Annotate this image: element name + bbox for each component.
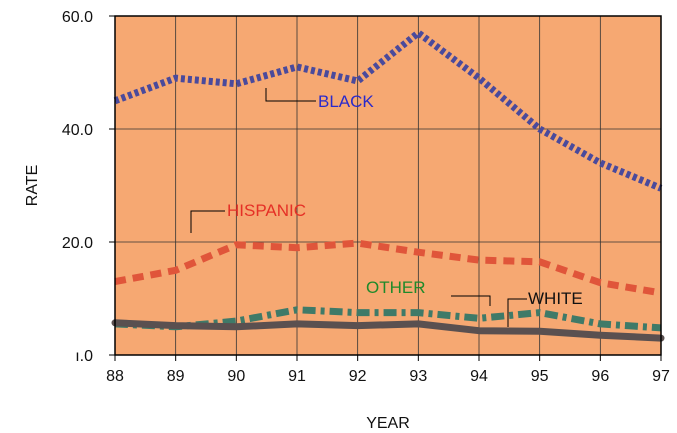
annotation-label-other: OTHER [366, 278, 426, 297]
x-tick-label: 90 [227, 368, 245, 385]
y-tick-label: 40.0 [62, 122, 93, 139]
y-axis-ticks: ı.0 20.0 40.0 60.0 [62, 9, 115, 365]
annotation-leader [190, 210, 225, 233]
annotation-leader [451, 295, 491, 306]
y-tick-label: 60.0 [62, 9, 93, 26]
plot-background [115, 16, 661, 355]
x-tick-label: 91 [288, 368, 306, 385]
x-axis-ticks: 88 89 90 91 92 93 94 95 96 97 [106, 355, 670, 385]
x-axis-title: YEAR [366, 415, 410, 432]
x-tick-label: 95 [531, 368, 549, 385]
x-tick-label: 89 [167, 368, 185, 385]
series-line-hispanic [114, 239, 662, 297]
annotation-leader [507, 298, 527, 327]
series-line-white [111, 319, 665, 342]
series-annotations: BLACK HISPANIC OTHER WHITE [190, 88, 583, 327]
annotation-label-white: WHITE [528, 289, 583, 308]
x-tick-label: 93 [409, 368, 427, 385]
grid-lines [115, 16, 661, 355]
x-tick-label: 88 [106, 368, 124, 385]
x-tick-label: 96 [591, 368, 609, 385]
series-lines [111, 29, 665, 342]
series-line-black [113, 29, 663, 192]
y-tick-label: 20.0 [62, 235, 93, 252]
x-tick-label: 97 [652, 368, 670, 385]
annotation-label-black: BLACK [318, 92, 374, 111]
annotation-leader [265, 88, 316, 102]
x-tick-label: 94 [470, 368, 488, 385]
y-axis-title: RATE [24, 165, 41, 206]
annotation-label-hispanic: HISPANIC [227, 201, 306, 220]
y-tick-label: ı.0 [75, 348, 93, 365]
plot-frame [114, 15, 662, 356]
x-tick-label: 92 [349, 368, 367, 385]
